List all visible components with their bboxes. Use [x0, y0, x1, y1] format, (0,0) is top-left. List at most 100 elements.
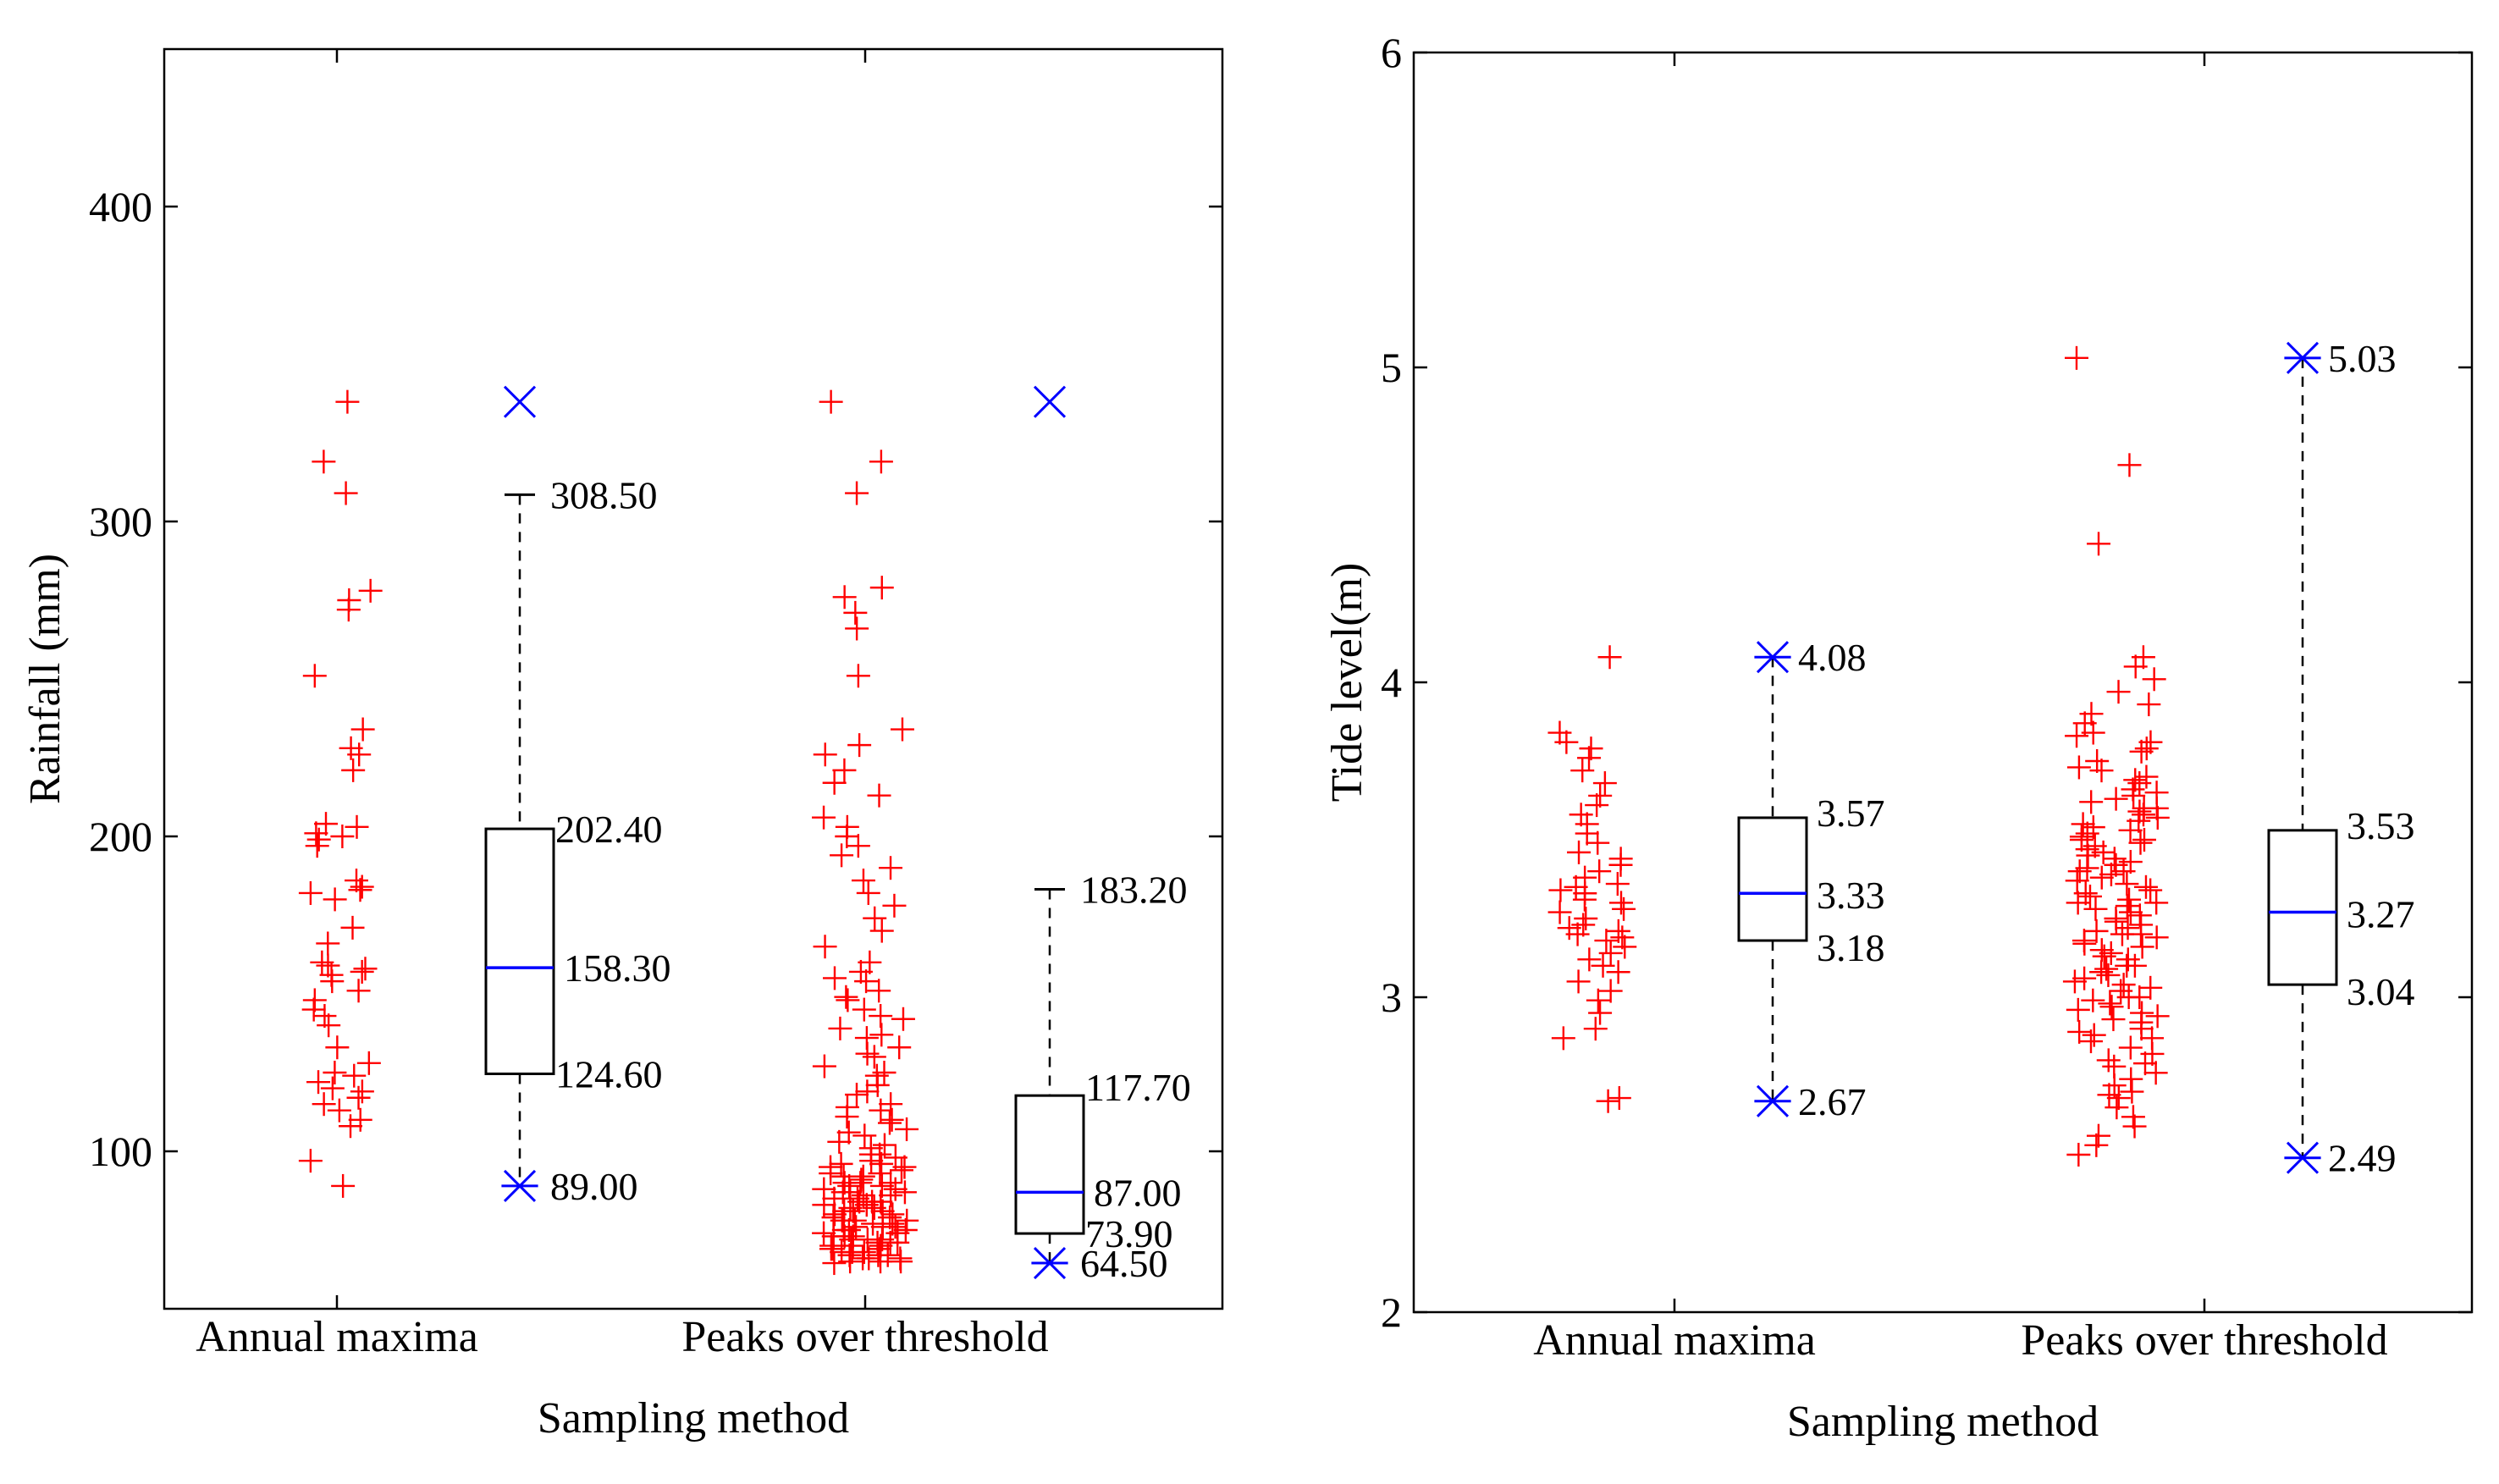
scatter-point — [869, 576, 894, 600]
scatter-point — [845, 616, 869, 641]
scatter-point — [854, 969, 879, 994]
scatter-point — [838, 1180, 863, 1205]
q3-label: 3.53 — [2347, 804, 2415, 847]
scatter-point — [335, 389, 360, 414]
scatter-point — [812, 1221, 836, 1245]
scatter-point — [1548, 878, 1573, 902]
scatter-point — [883, 1177, 907, 1201]
x-category-label: Annual maxima — [196, 1313, 478, 1361]
scatter-point — [2134, 764, 2159, 789]
max-label: 5.03 — [2328, 337, 2397, 380]
scatter-point — [879, 856, 903, 880]
scatter-point — [869, 1173, 894, 1198]
scatter-point — [862, 1195, 886, 1220]
scatter-point — [880, 1211, 905, 1236]
scatter-point — [2120, 1079, 2144, 1104]
q3-label: 202.40 — [555, 808, 663, 851]
scatter-point — [2102, 847, 2127, 871]
scatter-point — [1571, 913, 1596, 937]
scatter-point — [2091, 840, 2116, 864]
scatter-point — [2111, 973, 2136, 997]
scatter-point — [834, 985, 858, 1009]
y-tick-label: 200 — [89, 813, 152, 860]
scatter-point — [829, 1151, 853, 1176]
scatter-point — [348, 878, 372, 902]
scatter-point — [1579, 736, 1603, 761]
scatter-point — [2130, 1001, 2154, 1025]
scatter-point — [847, 733, 872, 758]
scatter-point — [844, 1215, 869, 1239]
min-label: 2.49 — [2328, 1137, 2397, 1180]
scatter-point — [347, 742, 372, 767]
scatter-point — [346, 1085, 371, 1110]
median-label: 87.00 — [1094, 1171, 1182, 1214]
scatter-point — [2115, 894, 2139, 919]
scatter-point — [2099, 941, 2123, 965]
scatter-point — [819, 1237, 843, 1261]
scatter-point — [1565, 922, 1590, 946]
min-marker — [1031, 1246, 1068, 1280]
scatter-point — [858, 1142, 883, 1167]
scatter-point — [832, 585, 857, 610]
scatter-point — [323, 887, 347, 912]
q1-label: 3.18 — [1817, 926, 1885, 969]
scatter-point — [2104, 907, 2128, 930]
scatter-point — [2072, 966, 2097, 990]
scatter-point — [893, 1218, 918, 1242]
scatter-point — [2145, 1004, 2170, 1029]
scatter-point — [1572, 887, 1597, 912]
scatter-point — [1554, 730, 1579, 754]
scatter-point — [350, 717, 375, 742]
scatter-point — [306, 827, 331, 852]
y-tick-label: 3 — [1381, 974, 1402, 1021]
outlier-marker — [503, 385, 537, 418]
scatter-point — [880, 1107, 904, 1132]
scatter-point — [298, 1149, 323, 1173]
scatter-point — [1594, 929, 1619, 953]
scatter-point — [345, 869, 369, 893]
max-label: 308.50 — [550, 473, 658, 516]
scatter-point — [2144, 925, 2169, 950]
scatter-point — [846, 664, 870, 688]
scatter-point — [822, 966, 847, 990]
scatter-point — [848, 959, 873, 984]
scatter-point — [353, 957, 378, 981]
scatter-point — [845, 481, 869, 505]
y-axis-title: Tide level(m) — [1323, 563, 1371, 803]
scatter-point — [869, 919, 894, 943]
scatter-point — [2117, 453, 2142, 477]
scatter-point — [2084, 919, 2109, 943]
scatter-point — [843, 600, 868, 625]
scatter-point — [822, 770, 847, 795]
scatter-point — [2085, 749, 2110, 773]
scatter-point — [302, 664, 327, 688]
y-tick-label: 4 — [1381, 659, 1402, 706]
scatter-point — [892, 1155, 917, 1179]
max-label: 4.08 — [1798, 636, 1867, 679]
median-label: 3.33 — [1817, 874, 1885, 917]
scatter-point — [2104, 786, 2128, 811]
scatter-point — [812, 1054, 836, 1079]
scatter-point — [2066, 755, 2091, 780]
scatter-point — [2106, 1086, 2131, 1111]
q3-label: 3.57 — [1817, 792, 1885, 835]
scatter-point — [1606, 919, 1630, 943]
scatter-point — [325, 1035, 350, 1060]
scatter-point — [1588, 783, 1613, 808]
scatter-point — [2116, 916, 2140, 941]
q1-label: 124.60 — [555, 1052, 663, 1095]
scatter-point — [855, 1079, 880, 1104]
scatter-point — [350, 1079, 374, 1104]
scatter-point — [327, 1098, 351, 1123]
scatter-point — [2140, 1026, 2165, 1051]
scatter-point — [1586, 830, 1610, 855]
scatter-point — [342, 1063, 367, 1088]
scatter-point — [2143, 1061, 2168, 1085]
scatter-point — [830, 1208, 854, 1233]
scatter-point — [851, 1246, 875, 1271]
scatter-point — [852, 997, 876, 1022]
scatter-point — [345, 814, 369, 839]
scatter-point — [860, 1189, 885, 1214]
